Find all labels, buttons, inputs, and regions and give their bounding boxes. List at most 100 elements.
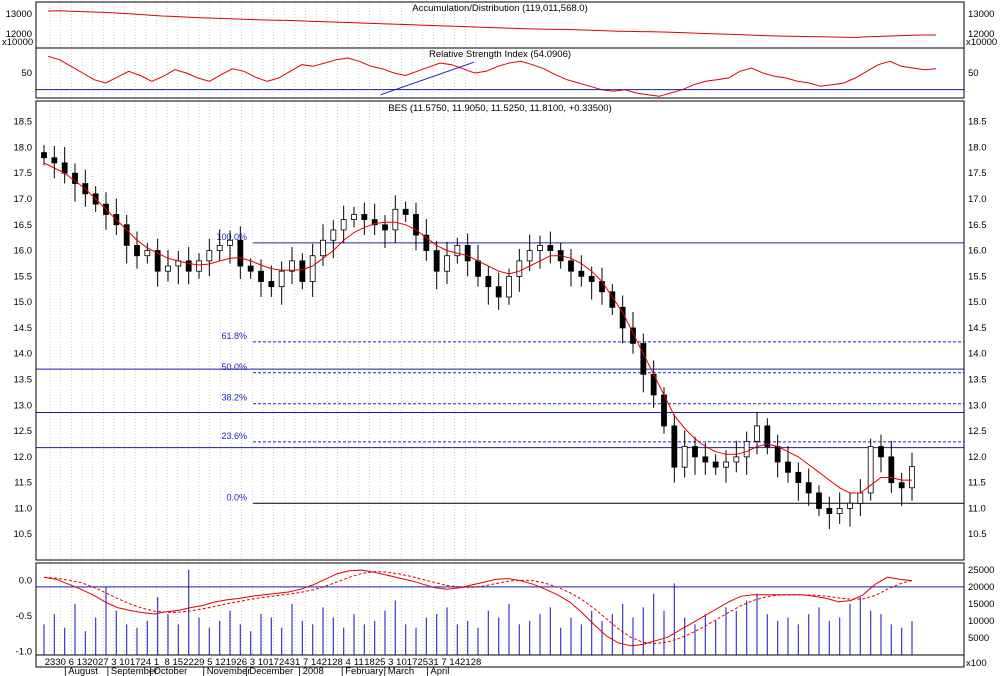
candle-body: [537, 245, 543, 251]
volume-tick-label: 25000: [968, 565, 994, 576]
rsi-line: [47, 55, 937, 97]
x-tick-label: 17: [407, 657, 418, 668]
y-tick-label-left: 17.5: [14, 168, 33, 179]
x-tick-label: 25: [417, 657, 428, 668]
y-tick-label-left: 12.5: [14, 426, 33, 437]
candle-body: [764, 425, 771, 447]
month-label: September: [111, 666, 157, 676]
panel-frames: [35, 1, 965, 668]
candle-body: [702, 456, 709, 463]
x-tick-label: 7: [441, 657, 446, 668]
y-tick-label-left: 13.0: [14, 400, 33, 411]
candle-body: [268, 281, 275, 288]
y-tick-label-right: 13000: [968, 9, 994, 20]
candle-body: [588, 275, 595, 282]
x-tick-label: 20: [87, 657, 98, 668]
candle-body: [278, 270, 285, 288]
candle-body: [754, 425, 760, 442]
candle-body: [464, 245, 471, 262]
x-tick-label: 10: [396, 657, 407, 668]
candle-body: [433, 250, 440, 272]
y-tick-label-left: 50: [21, 68, 32, 79]
y-tick-label-right: 50: [968, 68, 979, 79]
x-tick-label: 22: [183, 657, 194, 668]
volume-tick-label: 5000: [968, 633, 989, 644]
candle-body: [392, 208, 399, 231]
x-tick-label: 3: [388, 657, 393, 668]
y-tick-label-left: 13.5: [14, 374, 33, 385]
chart-grid: [49, 2, 477, 655]
volume-tick-label: 20000: [968, 582, 994, 593]
candle-body: [795, 471, 802, 484]
y-tick-label-left: 16.0: [14, 246, 33, 257]
candle-body: [51, 157, 58, 164]
moving-average-line: [43, 162, 912, 494]
month-label: December: [249, 666, 293, 676]
x-tick-label: 21: [322, 657, 333, 668]
x-tick-label: 1: [154, 657, 159, 668]
candle-body: [692, 446, 698, 458]
x-tick-label: 24: [141, 657, 152, 668]
x-tick-label: 15: [173, 657, 184, 668]
ad-scale-label-right: x10000: [966, 37, 997, 48]
candle-body: [568, 260, 574, 272]
x-tick-label: 5: [207, 657, 212, 668]
candle-body: [216, 245, 223, 251]
x-tick-label: 24: [279, 657, 290, 668]
y-tick-label-left: 14.5: [14, 323, 33, 334]
y-tick-label-right: 18.0: [968, 142, 987, 153]
candle-body: [805, 482, 812, 494]
y-tick-label-left: 15.5: [14, 271, 33, 282]
y-tick-label-right: 12000: [968, 29, 994, 40]
candle-body: [61, 162, 68, 174]
candle-body: [340, 219, 347, 231]
y-tick-label-left: 18.0: [14, 142, 33, 153]
candle-body: [681, 446, 688, 468]
candle-body: [599, 281, 605, 293]
volume-tick-label: 15000: [968, 599, 994, 610]
candle-body: [289, 260, 295, 272]
candle-body: [258, 270, 264, 282]
candle-body: [475, 260, 481, 277]
x-tick-label: 18: [364, 657, 375, 668]
x-tick-label: 19: [226, 657, 237, 668]
candle-body: [165, 265, 171, 272]
y-tick-label-left: 15.0: [14, 297, 33, 308]
candle-body: [774, 446, 781, 463]
volume-tick-label: 10000: [968, 616, 994, 627]
candle-body: [454, 245, 461, 257]
x-tick-label: 11: [354, 657, 364, 668]
month-label: March: [388, 666, 414, 676]
candle-body: [206, 250, 213, 262]
candle-body: [144, 250, 151, 257]
candle-body: [134, 245, 140, 257]
fib-level-label: 0.0%: [226, 492, 247, 502]
volume-scale-label: x100: [966, 658, 987, 669]
candle-body: [909, 466, 915, 489]
y-tick-label-right: 13.0: [968, 400, 987, 411]
fib-level-label: 23.6%: [221, 431, 247, 441]
month-label: October: [154, 666, 188, 676]
candle-body: [495, 286, 502, 298]
x-tick-label: 3: [250, 657, 255, 668]
candle-body: [785, 461, 791, 473]
x-axis: 23 30 6 13 20 27 3 10 17 24 1 8 15 22 29 5 12 19 26 3 10 17 24…: [45, 657, 481, 676]
macd-tick-label: -0.5: [16, 611, 32, 622]
y-tick-label-left: 16.5: [14, 220, 33, 231]
candle-body: [888, 456, 895, 484]
y-tick-label-left: 14.0: [14, 349, 33, 360]
fib-level-label: 38.2%: [221, 393, 247, 403]
macd-line: [43, 569, 913, 647]
x-tick-label: 21: [460, 657, 471, 668]
y-tick-label-right: 13.5: [968, 374, 987, 385]
candle-body: [506, 275, 512, 298]
candle-body: [185, 260, 192, 272]
month-label: February: [345, 666, 383, 676]
candle-body: [72, 172, 78, 184]
month-label: August: [68, 666, 98, 676]
candle-body: [361, 214, 368, 221]
candle-body: [485, 275, 492, 288]
candle-body: [320, 239, 326, 257]
macd-tick-label: -1.0: [16, 646, 32, 657]
